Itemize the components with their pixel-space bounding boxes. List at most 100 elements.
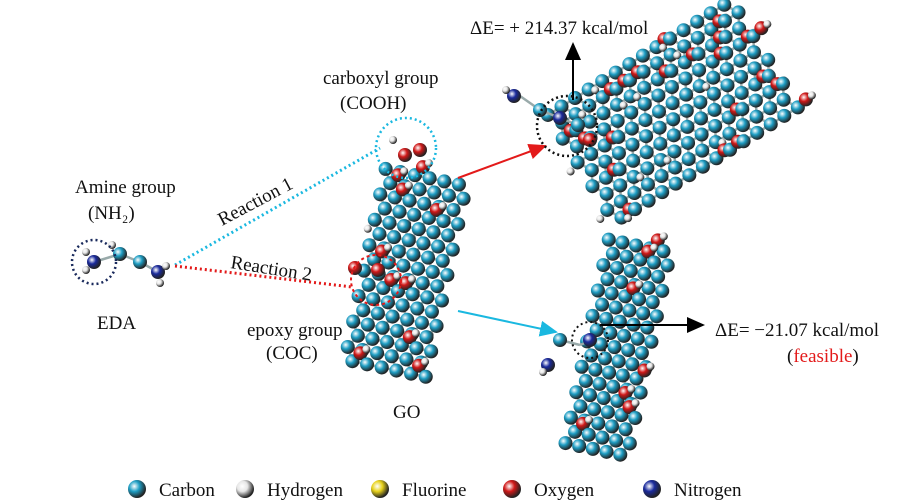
atom (362, 345, 370, 353)
atom (564, 411, 578, 425)
atom (636, 306, 650, 320)
page: {"amine": {"title": "Amine group", "form… (0, 0, 917, 503)
atom (380, 335, 394, 349)
atom (692, 63, 706, 77)
atom (668, 161, 682, 175)
atom (502, 86, 510, 94)
atom (573, 399, 587, 413)
atom (586, 442, 600, 456)
atom (650, 244, 658, 252)
atom (615, 236, 629, 250)
atom (421, 358, 429, 366)
atom (640, 161, 654, 175)
atom (611, 114, 625, 128)
atom (82, 248, 90, 256)
atom (637, 81, 651, 95)
legend-swatch (643, 480, 661, 498)
atom (624, 264, 638, 278)
atom (585, 416, 593, 424)
atom (624, 214, 632, 222)
atom (595, 431, 609, 445)
atom (690, 15, 704, 29)
atom (666, 96, 680, 110)
atom (384, 243, 392, 251)
atom (417, 197, 431, 211)
atom (415, 316, 429, 330)
atom (619, 422, 633, 436)
atom (652, 105, 666, 119)
atom (370, 346, 384, 360)
legend-label: Hydrogen (267, 480, 343, 501)
atom (431, 240, 445, 254)
atom (631, 332, 645, 346)
atom (600, 272, 614, 286)
atom (375, 360, 389, 374)
atom (609, 301, 623, 315)
atom (397, 219, 411, 233)
atom (626, 138, 640, 152)
atom (639, 129, 653, 143)
atom (622, 303, 636, 317)
atom (399, 352, 413, 366)
atom (605, 286, 619, 300)
atom (655, 284, 669, 298)
atom (427, 186, 441, 200)
legend-label: Nitrogen (674, 480, 742, 501)
atom (680, 104, 694, 118)
atom (657, 244, 671, 258)
atom (613, 162, 627, 176)
atom (707, 87, 721, 101)
atom (625, 122, 639, 136)
atom (362, 278, 376, 292)
atom (708, 119, 722, 133)
atom (393, 205, 407, 219)
atom (612, 146, 626, 160)
atom (655, 185, 669, 199)
atom (609, 434, 623, 448)
atom (603, 326, 617, 340)
atom (413, 182, 427, 196)
atom (410, 302, 424, 316)
atom (764, 117, 778, 131)
atom (606, 247, 620, 261)
legend-label: Oxygen (534, 480, 595, 501)
atom (667, 144, 681, 158)
atom (392, 244, 406, 258)
epoxy-title: epoxy group (247, 320, 343, 341)
atom (651, 270, 665, 284)
atom (569, 385, 583, 399)
atom (632, 399, 640, 407)
legend-swatch (503, 480, 521, 498)
atom (600, 203, 614, 217)
atom (452, 178, 466, 192)
atom (389, 364, 403, 378)
atom (426, 265, 440, 279)
atom (571, 118, 585, 132)
paren: ) (852, 346, 858, 367)
atom (693, 95, 707, 109)
atom (595, 298, 609, 312)
atom (596, 106, 610, 120)
atom (617, 329, 631, 343)
atom (680, 120, 694, 134)
atom (623, 436, 637, 450)
atom (351, 329, 365, 343)
atom (613, 178, 627, 192)
atom (406, 287, 420, 301)
atom (750, 110, 764, 124)
atom (341, 340, 355, 354)
legend: CarbonHydrogenFluorineOxygenNitrogen (128, 480, 742, 501)
legend-swatch (236, 480, 254, 498)
atom (591, 416, 605, 430)
atom (420, 290, 434, 304)
atom (695, 144, 709, 158)
atom (638, 113, 652, 127)
atom (651, 88, 665, 102)
feasible: feasible (793, 346, 852, 367)
atom (627, 385, 635, 393)
atom (437, 174, 451, 188)
atom (620, 250, 634, 264)
atom (696, 160, 710, 174)
atom (585, 163, 599, 177)
atom (640, 321, 654, 335)
